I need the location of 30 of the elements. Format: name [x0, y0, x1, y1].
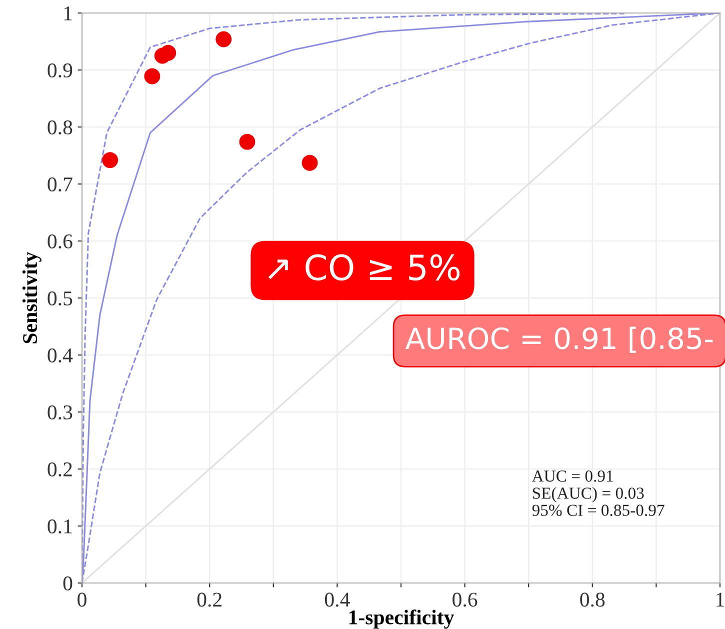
- annotation: AUROC = 0.91 [0.85-: [405, 326, 713, 353]
- annotation: SE(AUC) = 0.03: [532, 487, 644, 502]
- x-axis-title: 1-specificity: [349, 610, 454, 629]
- y-tick-label: 0.5: [48, 291, 72, 306]
- point: [216, 31, 232, 48]
- y-axis-title: Sensitivity: [22, 252, 42, 344]
- x-tick-label: 0.2: [197, 592, 222, 607]
- point: [144, 68, 160, 84]
- y-tick-label: 0.7: [48, 177, 72, 192]
- y-tick-label: 0.3: [48, 405, 72, 420]
- annotation: ↗ CO ≥ 5%: [268, 254, 460, 281]
- y-tick-label: 0.9: [48, 63, 72, 78]
- y-tick-label: 0.2: [48, 462, 72, 477]
- point: [160, 44, 176, 61]
- point: [102, 152, 118, 168]
- y-tick-label: 0.8: [48, 120, 72, 135]
- point: [239, 134, 256, 150]
- y-tick-label: 0.6: [48, 234, 72, 249]
- point: [302, 154, 318, 171]
- annotation: AUC = 0.91: [532, 470, 613, 482]
- y-tick-label: 0.4: [48, 348, 73, 363]
- x-tick-label: 0: [78, 592, 86, 607]
- x-tick-label: 0.6: [452, 592, 478, 607]
- annotation: 95% CI = 0.85-0.97: [532, 504, 664, 516]
- y-tick-label: 0: [63, 576, 72, 590]
- x-tick-label: 0.8: [580, 592, 605, 607]
- y-tick-label: 0.1: [48, 519, 72, 534]
- x-tick-label: 0.4: [324, 592, 350, 607]
- y-tick-label: 1: [64, 6, 72, 20]
- x-tick-label: 1: [716, 592, 724, 606]
